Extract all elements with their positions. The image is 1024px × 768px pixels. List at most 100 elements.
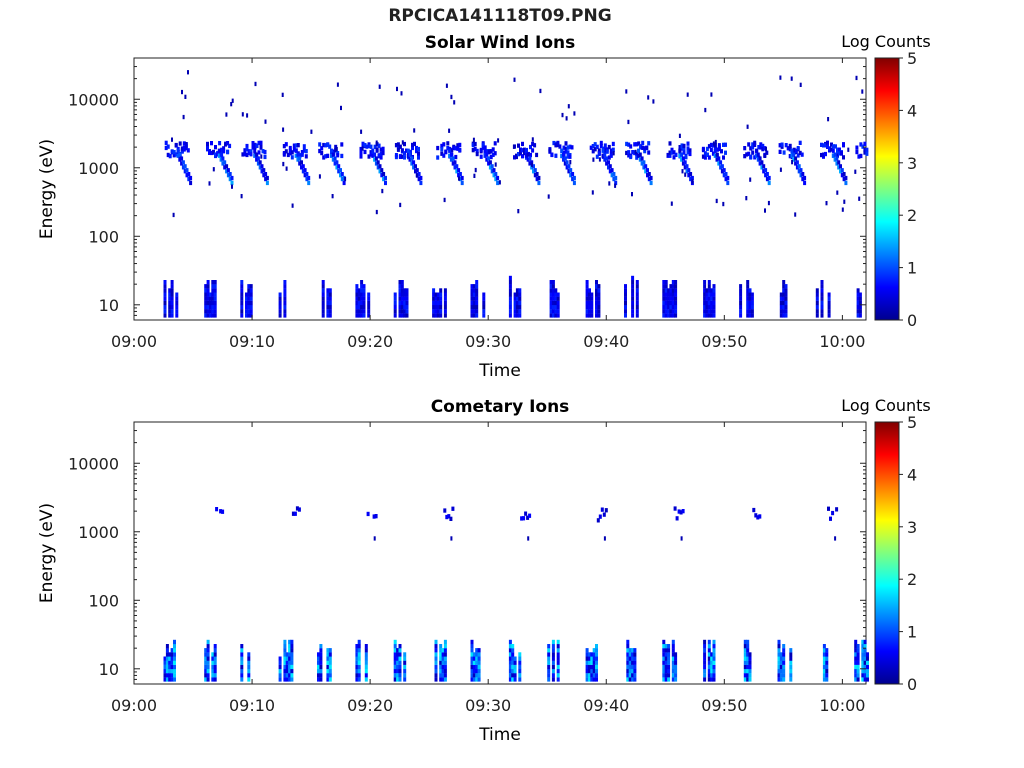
spectrogram-cell xyxy=(471,148,475,153)
spectrogram-cell xyxy=(569,160,572,165)
spectrogram-cell xyxy=(588,292,591,297)
spectrogram-cell xyxy=(754,513,758,518)
spectrogram-cell xyxy=(443,296,447,301)
spectrogram-cell xyxy=(797,164,801,169)
spectrogram-cell xyxy=(662,284,666,289)
spectrogram-cell xyxy=(626,677,630,682)
spectrogram-cell xyxy=(262,173,266,178)
spectrogram-cell xyxy=(211,280,215,285)
spectrogram-cell xyxy=(765,146,767,152)
spectrogram-cell xyxy=(326,296,330,301)
spectrogram-cell xyxy=(175,300,179,306)
spectrogram-cell xyxy=(726,175,730,181)
spectrogram-cell xyxy=(701,146,705,152)
spectrogram-cell xyxy=(513,304,517,310)
spectrogram-cell xyxy=(443,508,447,513)
spectrogram-cell xyxy=(703,292,707,297)
spectrogram-cell xyxy=(240,292,244,297)
spectrogram-cell xyxy=(625,141,629,147)
spectrogram-cell xyxy=(293,511,297,516)
spectrogram-cell xyxy=(633,668,637,674)
spectrogram-cell xyxy=(513,292,517,297)
spectrogram-cell xyxy=(629,144,633,149)
spectrogram-cell xyxy=(278,668,282,674)
spectrogram-cell xyxy=(560,148,564,153)
spectrogram-cell xyxy=(278,292,282,297)
spectrogram-cell xyxy=(746,309,750,314)
spectrogram-cell xyxy=(837,160,841,165)
spectrogram-cell xyxy=(647,172,651,177)
spectrogram-cell xyxy=(211,304,215,310)
spectrogram-cell xyxy=(398,296,402,301)
spectrogram-cell xyxy=(662,664,666,670)
spectrogram-cell xyxy=(825,648,829,653)
spectrogram-cell xyxy=(508,309,512,314)
spectrogram-cell xyxy=(344,176,347,182)
spectrogram-cell xyxy=(204,300,208,306)
spectrogram-cell xyxy=(624,300,627,306)
spectrogram-cell xyxy=(625,150,629,156)
spectrogram-cell xyxy=(856,300,860,306)
x-tick-label: 09:30 xyxy=(465,696,511,715)
spectrogram-cell xyxy=(608,181,611,186)
spectrogram-cell xyxy=(595,656,598,661)
spectrogram-cell xyxy=(561,112,564,118)
spectrogram-cell xyxy=(854,664,858,670)
spectrogram-cell xyxy=(474,167,477,173)
spectrogram-cell xyxy=(213,664,217,670)
spectrogram-cell xyxy=(488,165,492,170)
spectrogram-cell xyxy=(703,652,707,657)
spectrogram-cell xyxy=(321,280,325,285)
spectrogram-cell xyxy=(173,660,176,665)
spectrogram-cell xyxy=(170,660,174,665)
spectrogram-cell xyxy=(230,102,233,107)
spectrogram-cell xyxy=(225,112,228,117)
spectrogram-cell xyxy=(712,304,716,310)
spectrogram-cell xyxy=(493,141,497,146)
spectrogram-cell xyxy=(705,309,709,314)
spectrogram-cell xyxy=(240,300,244,306)
spectrogram-cell xyxy=(782,300,786,306)
spectrogram-cell xyxy=(569,168,573,173)
spectrogram-cell xyxy=(631,313,635,318)
spectrogram-cell xyxy=(671,644,675,649)
spectrogram-cell xyxy=(375,147,379,152)
spectrogram-cell xyxy=(210,150,213,156)
x-tick-label: 09:00 xyxy=(111,332,157,351)
spectrogram-cell xyxy=(556,668,560,674)
spectrogram-cell xyxy=(861,660,865,665)
spectrogram-cell xyxy=(782,284,786,289)
spectrogram-cell xyxy=(777,677,781,682)
spectrogram-cell xyxy=(662,644,666,649)
spectrogram-cell xyxy=(204,656,208,661)
spectrogram-cell xyxy=(569,173,573,178)
spectrogram-cell xyxy=(667,304,671,310)
spectrogram-cell xyxy=(398,664,402,670)
spectrogram-cell xyxy=(298,153,302,158)
spectrogram-cell xyxy=(592,157,595,162)
spectrogram-cell xyxy=(451,156,455,161)
spectrogram-cell xyxy=(400,288,404,293)
spectrogram-cell xyxy=(671,284,675,289)
spectrogram-cell xyxy=(703,304,707,310)
spectrogram-cell xyxy=(334,144,338,150)
spectrogram-cell xyxy=(403,300,407,306)
spectrogram-cell xyxy=(779,167,782,172)
spectrogram-cell xyxy=(703,673,707,678)
spectrogram-cell xyxy=(163,664,167,670)
spectrogram-cell xyxy=(508,668,512,674)
spectrogram-cell xyxy=(304,154,308,159)
spectrogram-cell xyxy=(590,309,594,314)
spectrogram-cell xyxy=(815,313,819,318)
spectrogram-cell xyxy=(563,161,567,166)
spectrogram-cell xyxy=(560,153,564,158)
spectrogram-cell xyxy=(168,656,172,661)
spectrogram-cell xyxy=(746,648,750,653)
spectrogram-cell xyxy=(213,292,217,297)
spectrogram-cell xyxy=(674,280,678,285)
spectrogram-cell xyxy=(549,284,553,289)
spectrogram-cell xyxy=(211,660,215,665)
spectrogram-cell xyxy=(748,296,752,301)
spectrogram-cell xyxy=(408,152,412,157)
spectrogram-cell xyxy=(283,660,287,665)
